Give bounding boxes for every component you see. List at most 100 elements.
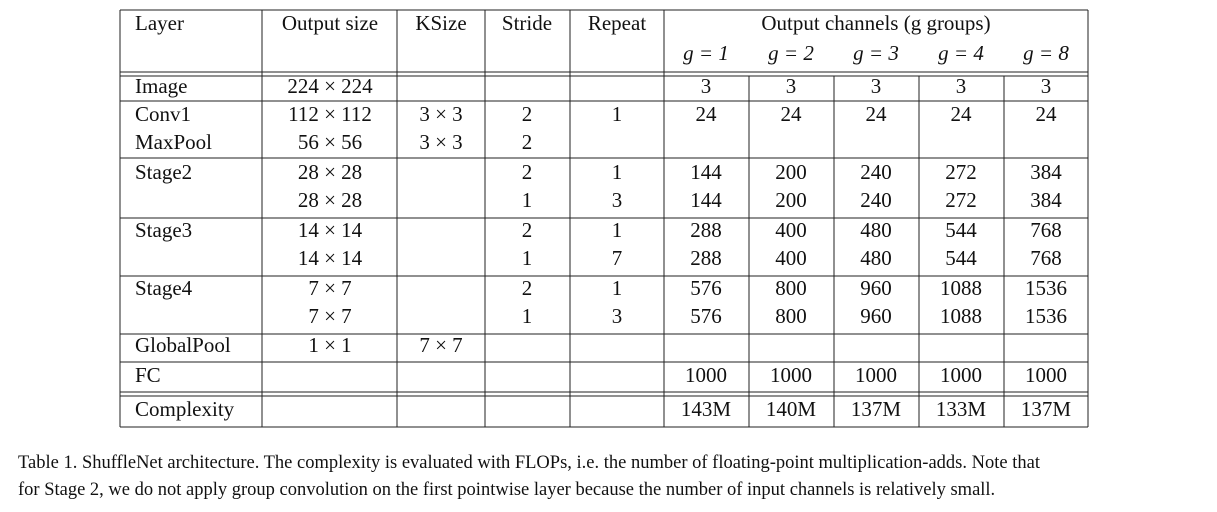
cell: 1 bbox=[612, 276, 623, 300]
header-cell: Output size bbox=[282, 11, 378, 35]
cell: 1088 bbox=[940, 304, 982, 328]
cell: GlobalPool bbox=[135, 333, 231, 357]
cell: 24 bbox=[781, 102, 803, 126]
cell: 24 bbox=[866, 102, 888, 126]
cell: 7 × 7 bbox=[308, 304, 351, 328]
cell: 1 bbox=[522, 188, 533, 212]
group-header: g = 3 bbox=[853, 41, 899, 65]
cell: 56 × 56 bbox=[298, 130, 362, 154]
cell: 1536 bbox=[1025, 276, 1067, 300]
cell: 800 bbox=[775, 304, 807, 328]
group-header: g = 4 bbox=[938, 41, 984, 65]
cell: 1 bbox=[522, 246, 533, 270]
cell: 288 bbox=[690, 218, 722, 242]
cell: 143M bbox=[681, 397, 732, 421]
cell: 144 bbox=[690, 160, 722, 184]
cell: 1000 bbox=[940, 363, 982, 387]
group-header: g = 8 bbox=[1023, 41, 1069, 65]
cell: 1000 bbox=[855, 363, 897, 387]
cell: 768 bbox=[1030, 218, 1062, 242]
cell: 960 bbox=[860, 304, 892, 328]
cell: 24 bbox=[951, 102, 973, 126]
cell: 3 bbox=[612, 188, 623, 212]
cell: 1 bbox=[522, 304, 533, 328]
cell: 544 bbox=[945, 246, 977, 270]
header-cell: KSize bbox=[415, 11, 466, 35]
cell: Conv1 bbox=[135, 102, 191, 126]
caption-line: Table 1. ShuffleNet architecture. The co… bbox=[18, 453, 1040, 473]
cell: 272 bbox=[945, 188, 977, 212]
cell: 2 bbox=[522, 102, 533, 126]
cell: Stage3 bbox=[135, 218, 192, 242]
cell: 3 bbox=[786, 74, 797, 98]
cell: 576 bbox=[690, 276, 722, 300]
cell: 1 bbox=[612, 102, 623, 126]
cell: 7 × 7 bbox=[308, 276, 351, 300]
cell: 14 × 14 bbox=[298, 218, 363, 242]
cell: 1 bbox=[612, 218, 623, 242]
cell: 3 bbox=[1041, 74, 1052, 98]
cell: 480 bbox=[860, 218, 892, 242]
architecture-table: Layer Output size KSize Stride Repeat Output … bbox=[119, 9, 1089, 428]
cell: 400 bbox=[775, 246, 807, 270]
cell: 1088 bbox=[940, 276, 982, 300]
cell: 144 bbox=[690, 188, 722, 212]
cell: 200 bbox=[775, 160, 807, 184]
cell: 28 × 28 bbox=[298, 160, 362, 184]
cell: 1000 bbox=[685, 363, 727, 387]
cell: 272 bbox=[945, 160, 977, 184]
cell: 1000 bbox=[770, 363, 812, 387]
cell: 240 bbox=[860, 188, 892, 212]
cell: 3 bbox=[701, 74, 712, 98]
cell: Image bbox=[135, 74, 187, 98]
header-cell: Layer bbox=[135, 11, 184, 35]
cell: 3 bbox=[956, 74, 967, 98]
cell: 133M bbox=[936, 397, 987, 421]
cell: 768 bbox=[1030, 246, 1062, 270]
cell: 140M bbox=[766, 397, 817, 421]
cell: 576 bbox=[690, 304, 722, 328]
caption: Table 1. ShuffleNet architecture. The co… bbox=[18, 450, 1040, 504]
cell: 24 bbox=[1036, 102, 1058, 126]
cell: 28 × 28 bbox=[298, 188, 362, 212]
cell: MaxPool bbox=[135, 130, 212, 154]
cell: 3 bbox=[871, 74, 882, 98]
cell: 1 bbox=[612, 160, 623, 184]
cell: 1536 bbox=[1025, 304, 1067, 328]
cell: 137M bbox=[851, 397, 902, 421]
cell: 14 × 14 bbox=[298, 246, 363, 270]
cell: 3 bbox=[612, 304, 623, 328]
cell: 112 × 112 bbox=[288, 102, 372, 126]
cell: 800 bbox=[775, 276, 807, 300]
cell: 1 × 1 bbox=[308, 333, 351, 357]
header-cell: Output channels (g groups) bbox=[761, 11, 990, 35]
group-header: g = 1 bbox=[683, 41, 729, 65]
header-cell: Stride bbox=[502, 11, 552, 35]
header-cell: Repeat bbox=[588, 11, 646, 35]
cell: 7 × 7 bbox=[419, 333, 462, 357]
cell: 3 × 3 bbox=[419, 102, 462, 126]
caption-line: for Stage 2, we do not apply group convo… bbox=[18, 480, 996, 500]
cell: 400 bbox=[775, 218, 807, 242]
cell: 1000 bbox=[1025, 363, 1067, 387]
cell: 544 bbox=[945, 218, 977, 242]
cell: 224 × 224 bbox=[287, 74, 373, 98]
cell: 24 bbox=[696, 102, 718, 126]
cell: Complexity bbox=[135, 397, 235, 421]
cell: 137M bbox=[1021, 397, 1072, 421]
cell: 960 bbox=[860, 276, 892, 300]
cell: 2 bbox=[522, 130, 533, 154]
cell: 384 bbox=[1030, 160, 1062, 184]
cell: 384 bbox=[1030, 188, 1062, 212]
cell: 480 bbox=[860, 246, 892, 270]
cell: 240 bbox=[860, 160, 892, 184]
cell: 288 bbox=[690, 246, 722, 270]
cell: 7 bbox=[612, 246, 623, 270]
cell: 2 bbox=[522, 160, 533, 184]
cell: Stage4 bbox=[135, 276, 193, 300]
cell: Stage2 bbox=[135, 160, 192, 184]
cell: FC bbox=[135, 363, 161, 387]
cell: 3 × 3 bbox=[419, 130, 462, 154]
cell: 2 bbox=[522, 276, 533, 300]
